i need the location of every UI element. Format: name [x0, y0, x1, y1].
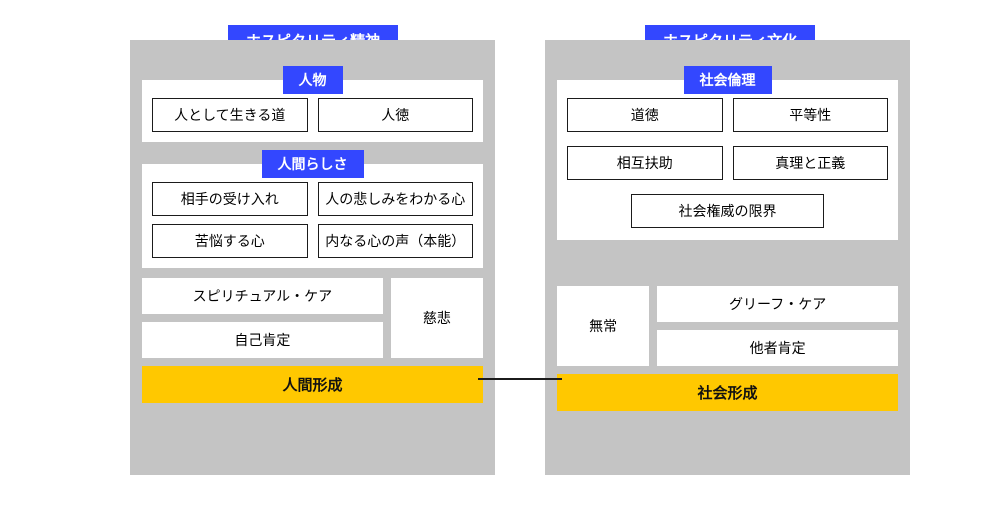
cell: 真理と正義: [733, 146, 889, 180]
cell-text: 平等性: [789, 107, 831, 123]
chip-label: 人間らしさ: [278, 156, 348, 172]
cell: 相互扶助: [567, 146, 723, 180]
left-section-1: 人物 人として生きる道 人徳: [142, 80, 483, 142]
white-box: グリーフ・ケア: [657, 286, 898, 322]
spacer: [557, 240, 898, 276]
cell-text: 人として生きる道: [174, 107, 285, 123]
cell: 相手の受け入れ: [152, 182, 308, 216]
cell-text: 内なる心の声（本能）: [325, 233, 465, 249]
left-section-2: 人間らしさ 相手の受け入れ 人の悲しみをわかる心 苦悩する心 内なる心の声（本能…: [142, 164, 483, 268]
cell: 苦悩する心: [152, 224, 308, 258]
row: 社会権威の限界: [567, 194, 888, 228]
white-box: スピリチュアル・ケア: [142, 278, 383, 314]
box-text: スピリチュアル・ケア: [193, 288, 333, 304]
white-box: 他者肯定: [657, 330, 898, 366]
white-box: 自己肯定: [142, 322, 383, 358]
row: 道徳 平等性: [567, 98, 888, 132]
cell: 平等性: [733, 98, 889, 132]
side-box-text: 無常: [589, 316, 617, 336]
cell-text: 相手の受け入れ: [181, 191, 279, 207]
row: 相互扶助 真理と正義: [567, 146, 888, 180]
cell-text: 社会権威の限界: [679, 203, 777, 219]
right-bottom-stack: グリーフ・ケア 他者肯定: [657, 286, 898, 366]
right-bottom-grid: 無常 グリーフ・ケア 他者肯定: [557, 286, 898, 366]
cell-text: 苦悩する心: [195, 233, 265, 249]
cell: 人として生きる道: [152, 98, 308, 132]
left-side-box: 慈悲: [391, 278, 483, 358]
left-panel: 人物 人として生きる道 人徳 人間らしさ 相手の受け入れ 人の悲しみをわかる心 …: [130, 40, 495, 475]
cell-text: 相互扶助: [617, 155, 673, 171]
cell-text: 真理と正義: [775, 155, 845, 171]
left-bottom-grid: スピリチュアル・ケア 自己肯定 慈悲: [142, 278, 483, 358]
cell-text: 人の悲しみをわかる心: [325, 191, 465, 207]
left-bottom-stack: スピリチュアル・ケア 自己肯定: [142, 278, 383, 358]
chip-label: 人物: [299, 72, 327, 88]
cell: 人の悲しみをわかる心: [318, 182, 474, 216]
right-section1-chip: 社会倫理: [684, 66, 772, 94]
box-text: グリーフ・ケア: [729, 296, 826, 312]
cell: 道徳: [567, 98, 723, 132]
yellow-text: 人間形成: [282, 377, 342, 394]
row: 相手の受け入れ 人の悲しみをわかる心: [152, 182, 473, 216]
left-section2-chip: 人間らしさ: [262, 150, 364, 178]
right-panel: 社会倫理 道徳 平等性 相互扶助 真理と正義 社会権威の限界 無常 グリーフ・ケ: [545, 40, 910, 475]
cell: 人徳: [318, 98, 474, 132]
right-yellow-bar: 社会形成: [557, 374, 898, 411]
left-section1-chip: 人物: [283, 66, 343, 94]
yellow-text: 社会形成: [697, 385, 757, 402]
cell: 内なる心の声（本能）: [318, 224, 474, 258]
cell-text: 人徳: [381, 107, 409, 123]
row: 苦悩する心 内なる心の声（本能）: [152, 224, 473, 258]
cell-text: 道徳: [631, 107, 659, 123]
box-text: 自己肯定: [234, 332, 290, 348]
chip-label: 社会倫理: [700, 72, 756, 88]
box-text: 他者肯定: [750, 340, 806, 356]
diagram-canvas: ホスピタリティ精神 ホスピタリティ文化 人物 人として生きる道 人徳 人間らしさ…: [0, 0, 1000, 520]
side-box-text: 慈悲: [423, 308, 451, 328]
right-section-1: 社会倫理 道徳 平等性 相互扶助 真理と正義 社会権威の限界: [557, 80, 898, 240]
row: 人として生きる道 人徳: [152, 98, 473, 132]
connector-line: [478, 378, 562, 380]
right-side-box: 無常: [557, 286, 649, 366]
cell: 社会権威の限界: [631, 194, 824, 228]
left-yellow-bar: 人間形成: [142, 366, 483, 403]
